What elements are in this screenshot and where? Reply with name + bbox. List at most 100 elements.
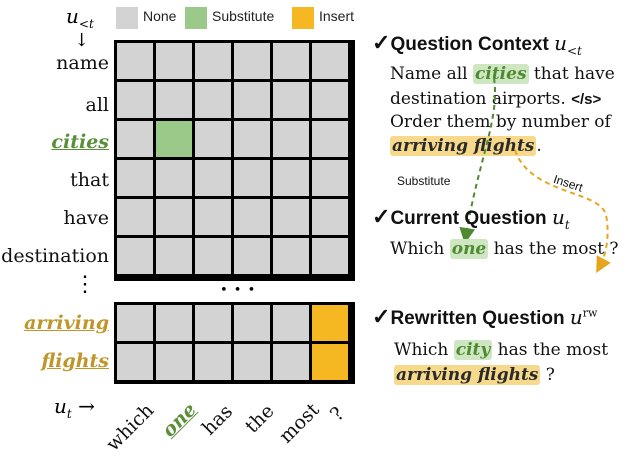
matrix-cell-none [156, 199, 192, 235]
context-line-4: arriving flights. [390, 136, 542, 156]
matrix-cell-insert [312, 305, 348, 341]
row-label-destination: destination [1, 245, 109, 267]
matrix-cell-none [195, 82, 231, 118]
context-highlight-arriving-flights: arriving flights [390, 136, 537, 156]
matrix-cell-none [156, 43, 192, 79]
matrix-cell-none [117, 160, 153, 196]
x-axis-subscript: t [66, 407, 72, 421]
legend-swatch-insert [292, 7, 314, 29]
context-symbol-right: u<t [554, 31, 582, 58]
rewritten-symbol: urw [569, 305, 598, 329]
matrix-cell-none [156, 344, 192, 380]
row-label-all: all [85, 94, 109, 116]
context-subscript: <t [78, 17, 94, 31]
matrix-cell-none [273, 199, 309, 235]
alignment-arrows [459, 77, 611, 274]
context-highlight-cities: cities [473, 64, 529, 84]
matrix-cell-none [273, 121, 309, 157]
legend-swatch-none [116, 7, 138, 29]
current-highlight-one: one [449, 239, 489, 259]
matrix-cell-none [312, 160, 348, 196]
matrix-cell-none [234, 43, 270, 79]
context-line-3: Order them by number of [390, 112, 611, 132]
matrix-cell-none [273, 238, 309, 274]
matrix-cell-none [117, 199, 153, 235]
matrix-cell-none [117, 344, 153, 380]
context-heading: ✓Question Context u<t [372, 30, 582, 58]
matrix-cell-substitute [156, 121, 192, 157]
rewritten-line-1: Which city has the most [394, 340, 609, 360]
matrix-cell-none [312, 43, 348, 79]
context-title: Question Context [390, 34, 549, 55]
matrix-cell-none [195, 305, 231, 341]
matrix-cell-none [312, 238, 348, 274]
matrix-cell-none [117, 43, 153, 79]
current-line: Which one has the most ? [390, 239, 619, 259]
row-label-flights: flights [41, 350, 109, 372]
matrix-cell-none [195, 121, 231, 157]
matrix-cell-none [195, 199, 231, 235]
matrix-cell-none [273, 160, 309, 196]
matrix-cell-none [117, 82, 153, 118]
insert-arrow [514, 149, 611, 274]
matrix-cell-none [273, 305, 309, 341]
matrix-cell-none [234, 305, 270, 341]
matrix-cell-none [234, 82, 270, 118]
matrix-cell-none [156, 305, 192, 341]
row-label-that: that [70, 169, 109, 191]
matrix-cell-none [195, 238, 231, 274]
matrix-cell-none [234, 199, 270, 235]
matrix-cell-none [234, 121, 270, 157]
x-axis-arrow: → [78, 394, 95, 418]
row-label-arriving: arriving [24, 312, 109, 334]
context-line-1: Name all cities that have [390, 64, 615, 84]
matrix-cell-none [312, 82, 348, 118]
row-label-cities: cities [51, 131, 109, 153]
matrix-cell-none [312, 121, 348, 157]
matrix-cell-none [117, 238, 153, 274]
end-of-sentence-token: </s> [571, 91, 602, 108]
x-axis-label: ut → [54, 394, 95, 421]
context-symbol: u [66, 4, 79, 28]
matrix-cell-none [273, 43, 309, 79]
column-ellipsis: • • • [220, 283, 257, 298]
matrix-cell-none [234, 238, 270, 274]
matrix-cell-none [273, 82, 309, 118]
alignment-matrix-top [114, 40, 355, 281]
matrix-cell-none [195, 43, 231, 79]
matrix-cell-none [234, 344, 270, 380]
current-symbol: ut [551, 205, 570, 232]
matrix-cell-none [312, 199, 348, 235]
context-axis-label: u<t [66, 4, 94, 31]
rewritten-highlight-arriving-flights: arriving flights [394, 365, 541, 385]
matrix-cell-none [156, 82, 192, 118]
matrix-cell-none [156, 160, 192, 196]
matrix-cell-none [234, 160, 270, 196]
matrix-cell-none [195, 160, 231, 196]
matrix-cell-none [273, 344, 309, 380]
legend-label-substitute: Substitute [212, 8, 275, 24]
legend-swatch-substitute [185, 7, 207, 29]
row-label-have: have [63, 207, 109, 229]
context-line-2: destination airports. </s> [390, 89, 602, 109]
matrix-cell-none [117, 305, 153, 341]
matrix-cell-none [117, 121, 153, 157]
current-heading: ✓Current Question ut [372, 204, 570, 232]
legend-label-none: None [143, 8, 177, 24]
rewritten-heading: ✓Rewritten Question urw [372, 304, 597, 330]
substitute-arrow-label: Substitute [397, 174, 451, 188]
substitute-arrow [459, 77, 496, 244]
context-axis-arrow: ↓ [74, 30, 90, 51]
check-icon: ✓ [372, 304, 391, 329]
rewritten-highlight-city: city [453, 340, 493, 360]
x-axis-symbol: u [54, 394, 67, 418]
rewritten-line-2: arriving flights ? [394, 365, 555, 385]
check-icon: ✓ [372, 30, 391, 55]
matrix-cell-none [195, 344, 231, 380]
legend-label-insert: Insert [319, 8, 355, 24]
matrix-cell-insert [312, 344, 348, 380]
current-title: Current Question [390, 208, 547, 229]
check-icon: ✓ [372, 204, 391, 229]
alignment-matrix-bottom [114, 302, 355, 384]
row-label-name: name [56, 52, 109, 74]
